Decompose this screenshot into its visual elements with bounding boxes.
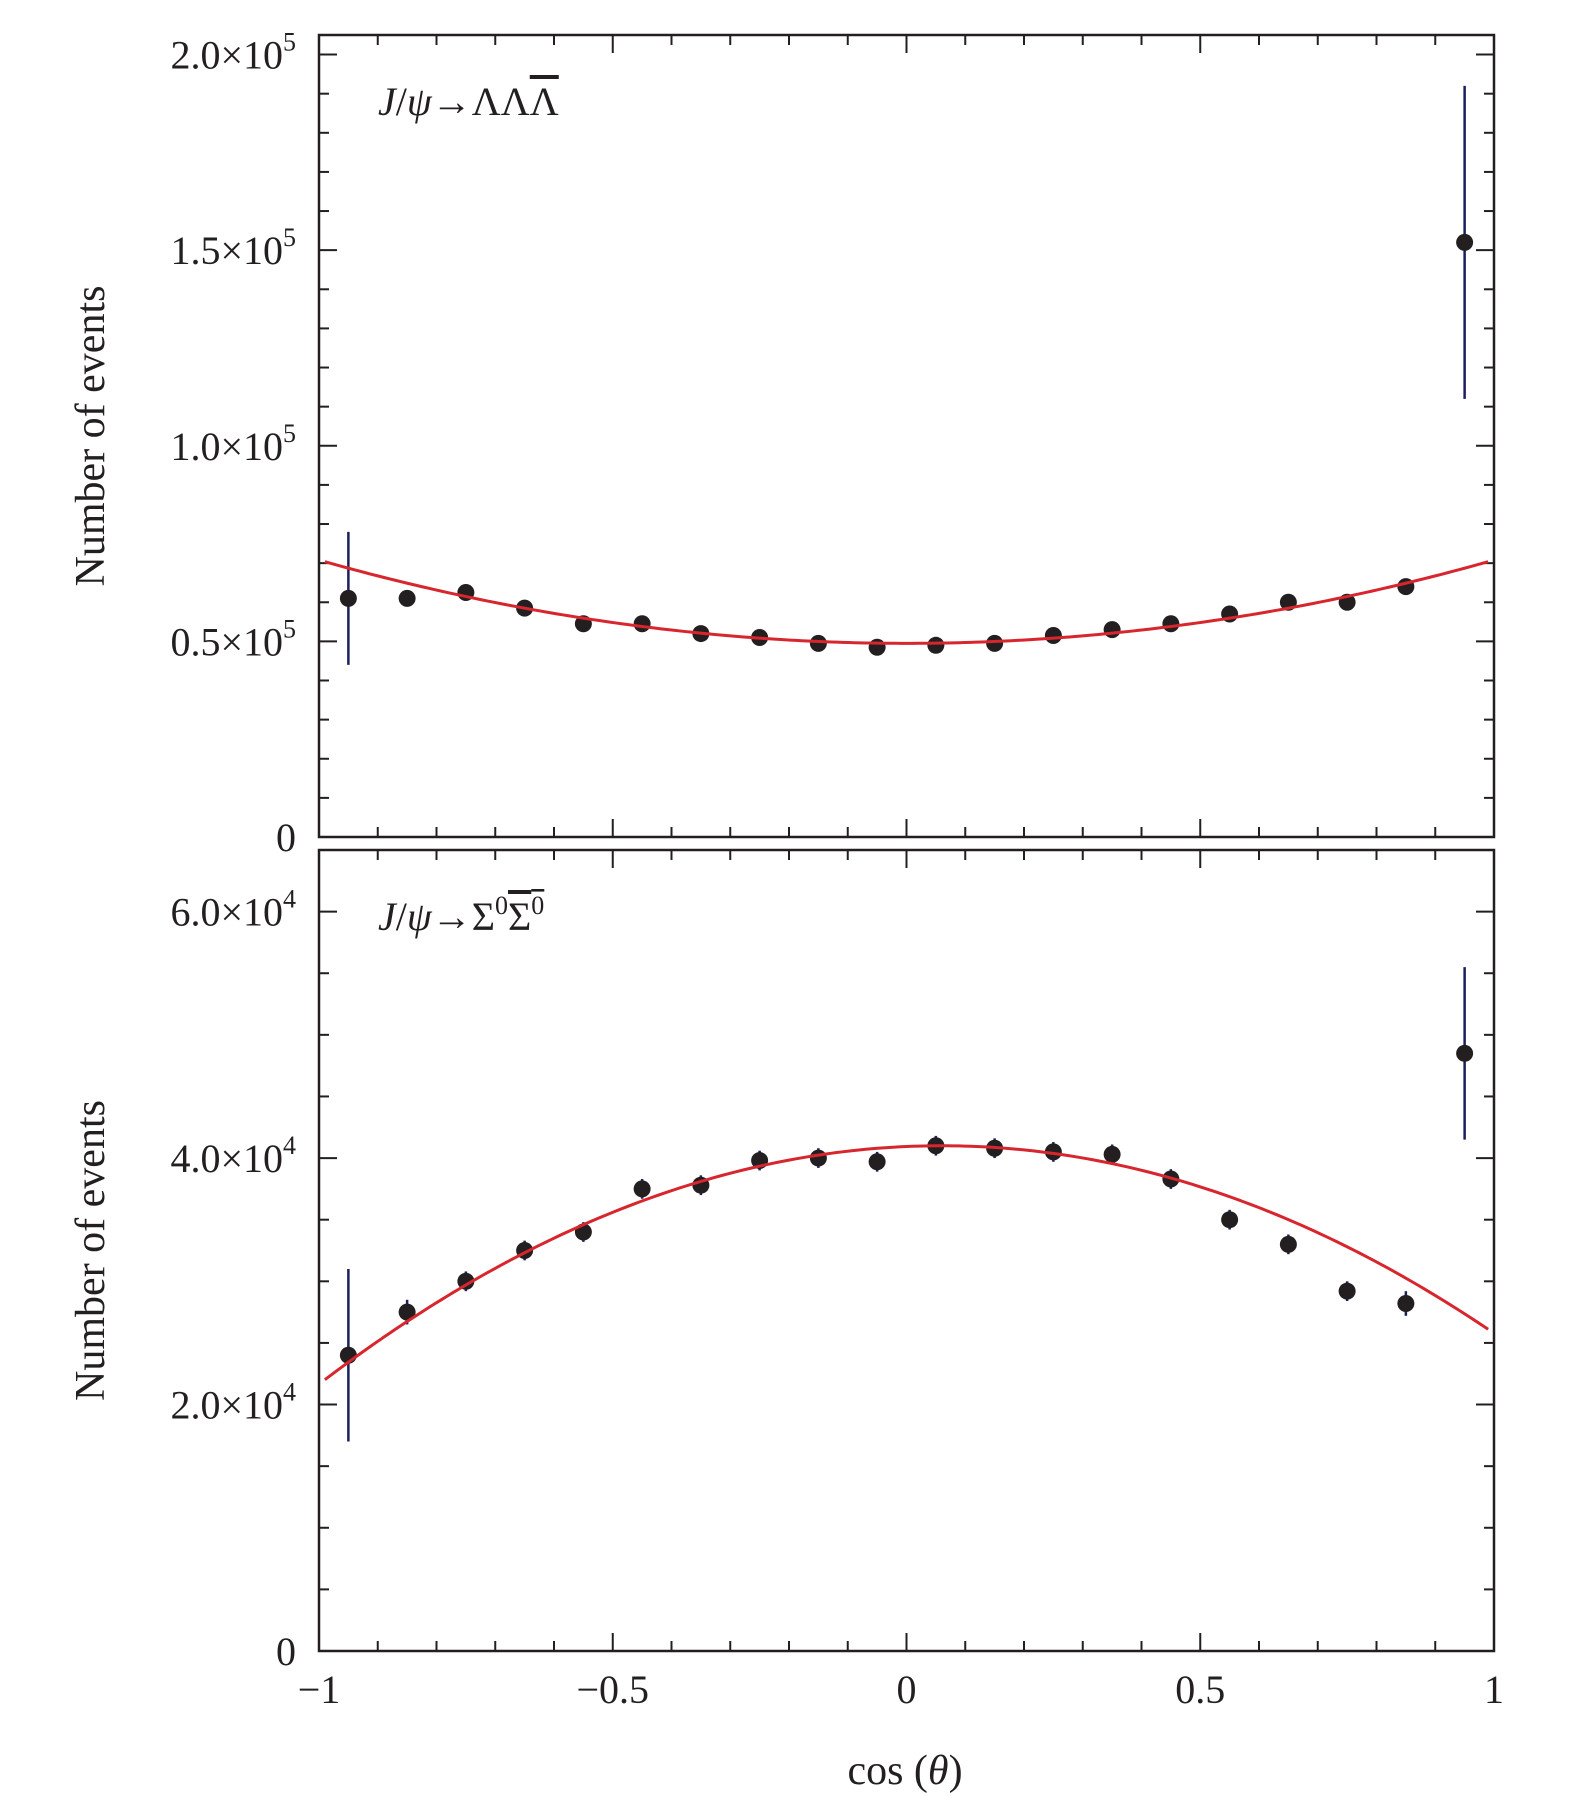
y-axis-title: Number of events [68, 286, 114, 587]
process-label-sup: 0 [531, 891, 544, 920]
process-label-part: ψ [407, 79, 433, 124]
y-tick-label-exponent: 5 [283, 614, 296, 643]
y-tick-label: 0 [276, 815, 296, 860]
y-tick-label-mantissa: 0 [276, 1629, 296, 1674]
data-point [809, 1149, 827, 1167]
x-axis-title: cos (θ) [847, 1748, 962, 1794]
y-axis-title: Number of events [68, 1100, 114, 1401]
y-tick-label: 1.5×105 [170, 223, 296, 273]
y-tick-label: 2.0×104 [170, 1378, 296, 1428]
y-tick-label-exponent: 4 [283, 1378, 296, 1407]
data-point [457, 1272, 475, 1290]
data-point [1338, 1282, 1356, 1300]
data-point [1456, 1044, 1474, 1062]
data-point [1279, 1235, 1297, 1253]
data-point [1103, 621, 1121, 639]
y-tick-label-mantissa: 1.5×10 [170, 228, 283, 273]
data-point [809, 634, 827, 652]
y-tick-label-exponent: 5 [283, 419, 296, 448]
x-tick-label: −1 [298, 1667, 341, 1712]
x-tick-label: 0.5 [1175, 1667, 1225, 1712]
process-label-sup: 0 [495, 891, 508, 920]
process-label: J/ψ→ΛΛΛ [378, 79, 559, 124]
y-tick-label-exponent: 4 [283, 885, 296, 914]
x-tick-label: −0.5 [576, 1667, 649, 1712]
data-point [927, 636, 945, 654]
plot-frame [317, 33, 1496, 839]
data-point [633, 1180, 651, 1198]
fit-curve [324, 560, 1489, 645]
data-point [1397, 1294, 1415, 1312]
x-axis-title-theta: θ [928, 1748, 949, 1794]
data-point [633, 615, 651, 633]
y-tick-label-mantissa: 0 [276, 815, 296, 860]
process-label-part: / [396, 894, 408, 939]
y-tick-label-mantissa: 2.0×10 [170, 1383, 283, 1428]
data-point [868, 638, 886, 656]
data-point [1456, 233, 1474, 251]
fit-curve [323, 1144, 1489, 1381]
process-label-part: →ΛΛ [432, 79, 530, 124]
process-label-part: J [378, 894, 398, 939]
process-label-antiparticle: Σ [508, 894, 531, 939]
data-point [398, 589, 416, 607]
y-tick-label-mantissa: 2.0×10 [170, 33, 283, 78]
data-point [339, 589, 357, 607]
y-tick-label: 6.0×104 [170, 885, 296, 935]
data-point [398, 1303, 416, 1321]
y-tick-label-mantissa: 1.0×10 [170, 424, 283, 469]
y-tick-label-mantissa: 6.0×10 [170, 890, 283, 935]
y-tick-label-exponent: 4 [283, 1131, 296, 1160]
y-tick-label: 4.0×104 [170, 1131, 296, 1181]
data-point [868, 1153, 886, 1171]
data-point [986, 634, 1004, 652]
y-tick-label-mantissa: 0.5×10 [170, 619, 283, 664]
process-label-part: J [378, 79, 398, 124]
plot-frame [317, 848, 1496, 1653]
process-label-part: →Σ [432, 894, 495, 939]
y-tick-label: 1.0×105 [170, 419, 296, 469]
y-tick-label-exponent: 5 [283, 223, 296, 252]
y-tick-label: 0.5×105 [170, 614, 296, 664]
x-tick-label: 1 [1484, 1667, 1504, 1712]
y-tick-label: 2.0×105 [170, 28, 296, 78]
data-point [1221, 1211, 1239, 1229]
data-point [1162, 615, 1180, 633]
process-label-antiparticle: Λ [530, 79, 559, 124]
process-label-part: ψ [407, 894, 433, 939]
data-point [1044, 627, 1062, 645]
y-tick-label-mantissa: 4.0×10 [170, 1136, 283, 1181]
y-tick-label: 0 [276, 1629, 296, 1674]
process-label: J/ψ→Σ0Σ0 [378, 891, 544, 939]
x-tick-label: 0 [897, 1667, 917, 1712]
process-label-part: / [396, 79, 408, 124]
data-point [1103, 1145, 1121, 1163]
y-tick-label-exponent: 5 [283, 28, 296, 57]
